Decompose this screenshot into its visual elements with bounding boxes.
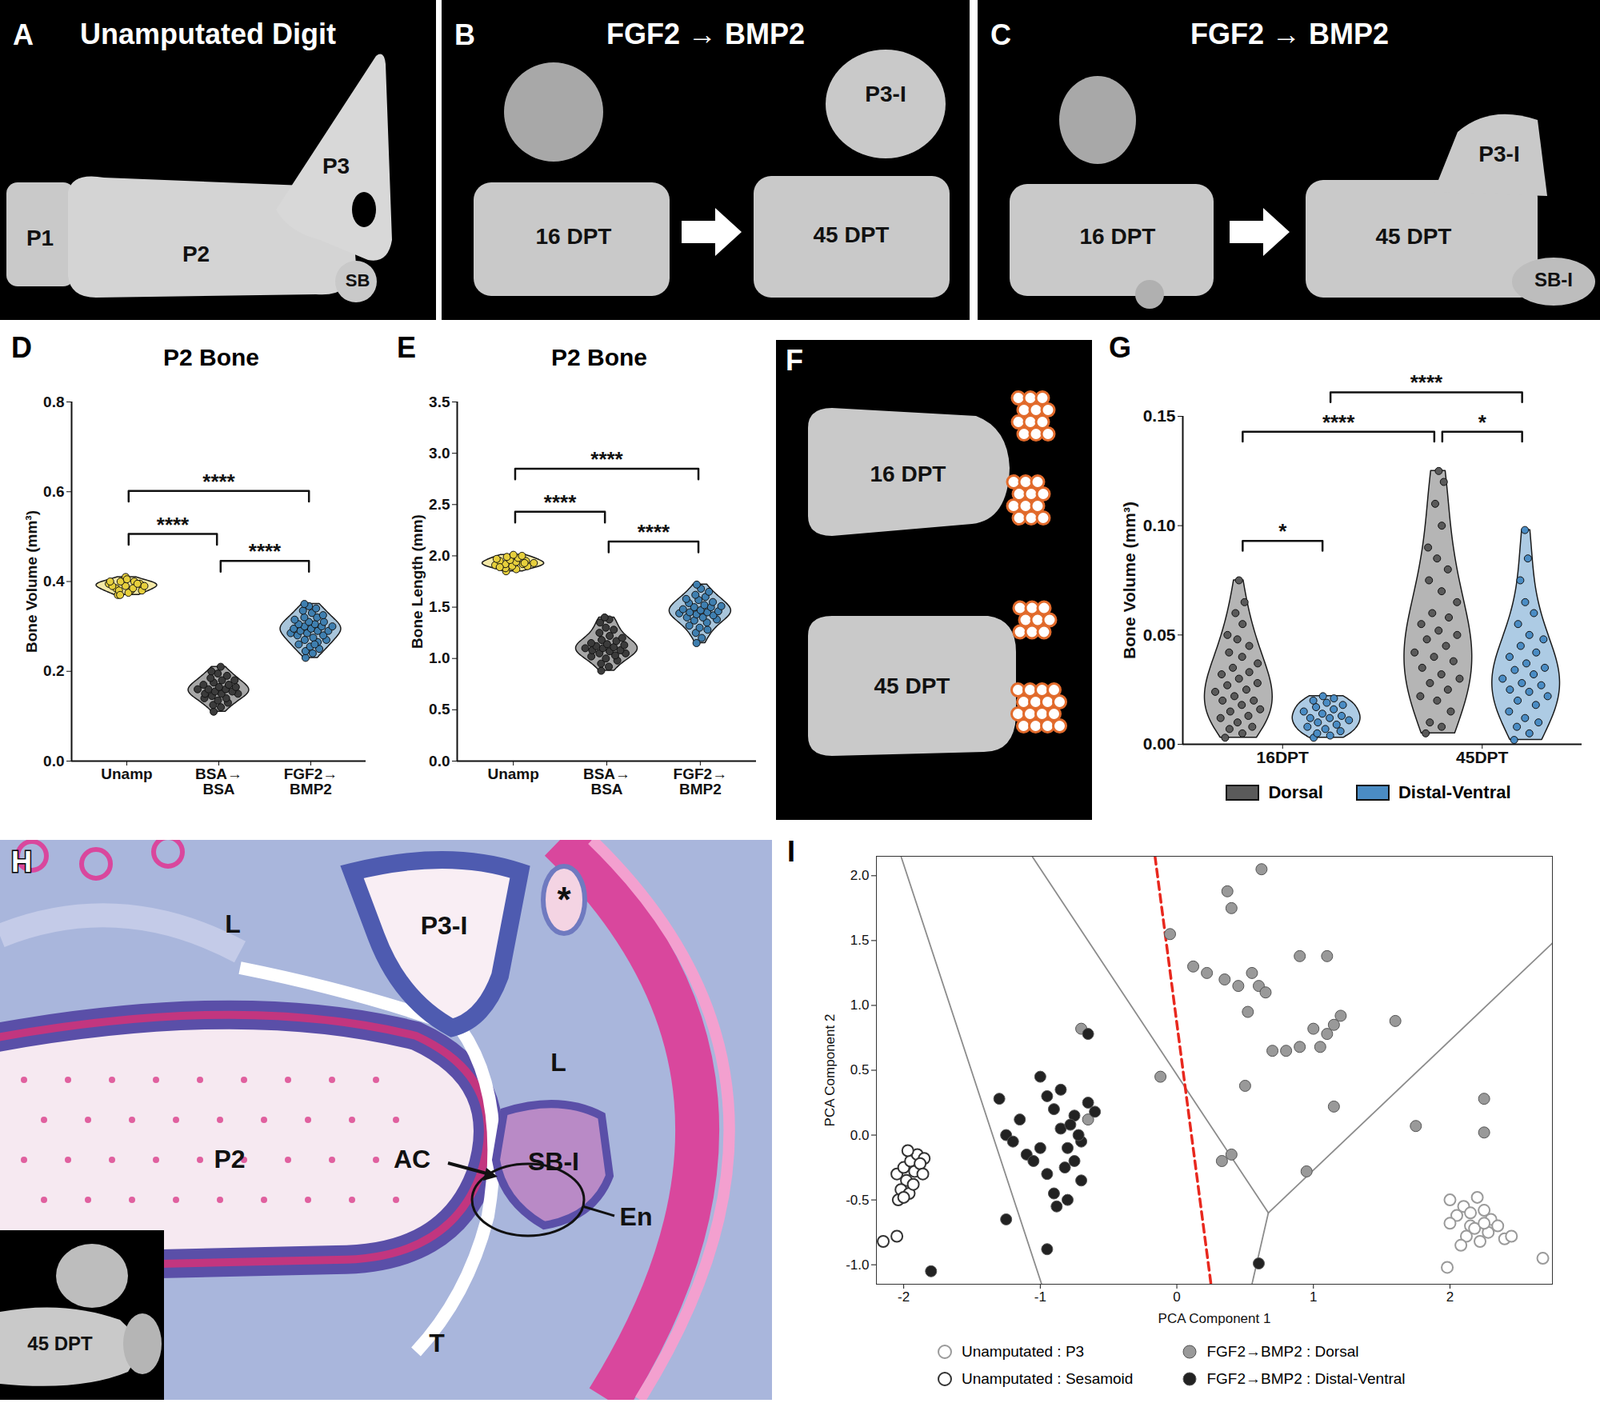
svg-text:AC: AC xyxy=(393,1144,431,1174)
svg-text:1.5: 1.5 xyxy=(428,598,451,616)
svg-text:SB-I: SB-I xyxy=(1534,268,1573,291)
svg-text:****: **** xyxy=(156,512,190,537)
html-text:E: E xyxy=(396,331,416,364)
svg-text:PCA Component 2: PCA Component 2 xyxy=(822,1014,838,1128)
svg-text:****: **** xyxy=(590,447,624,472)
svg-text:P1: P1 xyxy=(26,225,54,251)
svg-text:0.0: 0.0 xyxy=(43,752,64,770)
svg-text:****: **** xyxy=(1322,410,1356,435)
svg-text:45DPT: 45DPT xyxy=(1456,748,1509,767)
svg-text:T: T xyxy=(428,1328,445,1358)
svg-text:H: H xyxy=(11,845,32,879)
svg-text:-0.5: -0.5 xyxy=(845,1192,869,1208)
svg-text:1.0: 1.0 xyxy=(428,649,450,667)
svg-text:Unamp: Unamp xyxy=(100,765,152,783)
html-text:C: C xyxy=(990,18,1012,52)
svg-text:Bone Length (mm): Bone Length (mm) xyxy=(408,514,426,649)
svg-text:16 DPT: 16 DPT xyxy=(1080,224,1156,249)
html-text:FGF2→BMP2 : Distal-Ventral: FGF2→BMP2 : Distal-Ventral xyxy=(1206,1370,1406,1388)
svg-text:****: **** xyxy=(202,469,236,494)
svg-text:16DPT: 16DPT xyxy=(1256,748,1310,767)
html-text:D: D xyxy=(11,331,32,364)
svg-text:FGF2→BMP2: FGF2→BMP2 xyxy=(673,765,728,798)
svg-text:-2: -2 xyxy=(897,1289,910,1305)
svg-text:2.5: 2.5 xyxy=(428,496,451,513)
html-text:F: F xyxy=(785,344,804,377)
svg-text:SB: SB xyxy=(345,270,371,291)
svg-text:2.0: 2.0 xyxy=(850,868,870,884)
svg-text:-1.0: -1.0 xyxy=(845,1257,869,1273)
svg-text:0.5: 0.5 xyxy=(428,700,451,718)
svg-text:45 DPT: 45 DPT xyxy=(1376,224,1452,249)
svg-text:0.2: 0.2 xyxy=(43,662,64,680)
html-text:Unamputated : Sesamoid: Unamputated : Sesamoid xyxy=(961,1370,1134,1388)
svg-text:Bone Volume (mm³): Bone Volume (mm³) xyxy=(23,510,40,653)
svg-text:FGF2 → BMP2: FGF2 → BMP2 xyxy=(1190,17,1389,51)
svg-text:0.00: 0.00 xyxy=(1143,734,1176,753)
svg-text:2.0: 2.0 xyxy=(428,547,450,564)
svg-text:0.10: 0.10 xyxy=(1143,516,1176,535)
svg-text:3.0: 3.0 xyxy=(428,444,450,462)
svg-text:*: * xyxy=(556,880,572,920)
html-text:B: B xyxy=(454,18,476,52)
svg-text:-1: -1 xyxy=(1034,1289,1047,1305)
svg-text:0.15: 0.15 xyxy=(1143,406,1176,425)
svg-text:P3-I: P3-I xyxy=(864,81,906,107)
svg-text:P3-I: P3-I xyxy=(420,911,468,940)
svg-text:SB-I: SB-I xyxy=(528,1147,580,1176)
svg-text:P3-I: P3-I xyxy=(1478,141,1520,167)
svg-text:3.5: 3.5 xyxy=(428,393,451,411)
svg-text:0.0: 0.0 xyxy=(428,752,450,770)
svg-text:****: **** xyxy=(248,539,282,564)
svg-text:P3: P3 xyxy=(322,153,350,179)
svg-text:0.05: 0.05 xyxy=(1143,625,1176,644)
svg-text:1.5: 1.5 xyxy=(850,932,870,948)
svg-text:PCA Component 1: PCA Component 1 xyxy=(1158,1311,1272,1327)
html-text:P2 Bone: P2 Bone xyxy=(551,344,648,371)
svg-text:BSA→BSA: BSA→BSA xyxy=(583,765,631,798)
svg-text:0.4: 0.4 xyxy=(43,572,65,590)
html-text:FGF2→BMP2 : Dorsal: FGF2→BMP2 : Dorsal xyxy=(1206,1343,1359,1360)
svg-text:1.0: 1.0 xyxy=(850,997,870,1013)
svg-text:*: * xyxy=(1278,519,1288,544)
svg-text:L: L xyxy=(224,909,241,939)
svg-text:45 DPT: 45 DPT xyxy=(27,1332,93,1355)
svg-text:2: 2 xyxy=(1446,1289,1454,1305)
svg-text:*: * xyxy=(1478,410,1488,435)
svg-text:P2: P2 xyxy=(213,1144,245,1174)
html-text:Unamputated : P3: Unamputated : P3 xyxy=(961,1343,1085,1360)
svg-text:Bone Volume (mm³): Bone Volume (mm³) xyxy=(1120,501,1139,660)
html-text:Distal-Ventral: Distal-Ventral xyxy=(1398,782,1511,803)
svg-text:16 DPT: 16 DPT xyxy=(870,461,947,487)
svg-text:FGF2 → BMP2: FGF2 → BMP2 xyxy=(606,17,805,51)
html-text:G: G xyxy=(1108,331,1132,364)
svg-text:BSA→BSA: BSA→BSA xyxy=(195,765,243,798)
svg-text:0: 0 xyxy=(1172,1289,1180,1305)
svg-text:****: **** xyxy=(544,490,577,515)
html-text:A: A xyxy=(12,18,34,52)
svg-text:45 DPT: 45 DPT xyxy=(874,673,951,699)
svg-text:L: L xyxy=(550,1048,567,1077)
svg-text:0.6: 0.6 xyxy=(43,483,64,500)
svg-text:Unamp: Unamp xyxy=(487,765,539,783)
svg-text:0.5: 0.5 xyxy=(850,1062,870,1078)
svg-text:****: **** xyxy=(637,520,671,544)
svg-text:****: **** xyxy=(1410,370,1444,395)
svg-text:En: En xyxy=(620,1202,653,1232)
svg-text:45 DPT: 45 DPT xyxy=(813,222,890,248)
html-text:Dorsal: Dorsal xyxy=(1268,782,1324,803)
svg-text:FGF2→BMP2: FGF2→BMP2 xyxy=(284,765,339,798)
html-text:I: I xyxy=(787,835,796,868)
svg-text:1: 1 xyxy=(1309,1289,1317,1305)
html-text:P2 Bone: P2 Bone xyxy=(163,344,260,371)
svg-text:16 DPT: 16 DPT xyxy=(536,224,612,249)
svg-text:P2: P2 xyxy=(182,241,210,267)
svg-text:Unamputated Digit: Unamputated Digit xyxy=(80,17,336,51)
svg-text:0.0: 0.0 xyxy=(850,1128,870,1144)
svg-text:0.8: 0.8 xyxy=(43,393,64,411)
